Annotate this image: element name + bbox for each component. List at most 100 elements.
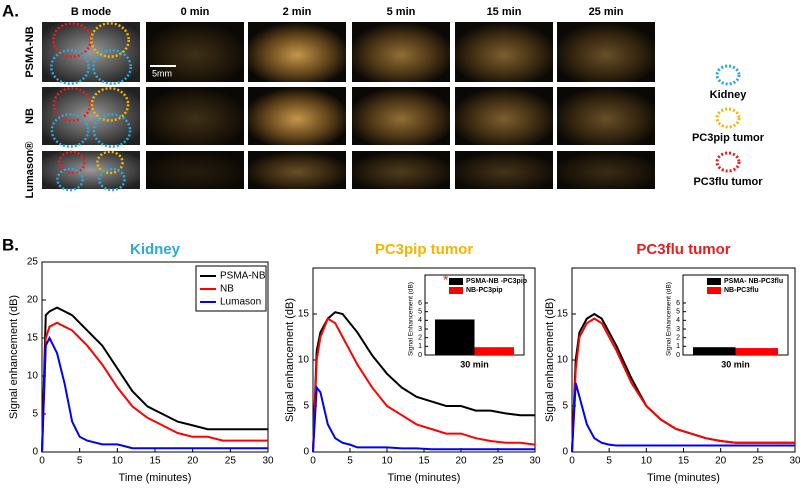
inset-legend-swatch — [707, 287, 721, 294]
column-header: 15 min — [487, 6, 522, 18]
inset-legend-swatch — [449, 287, 463, 294]
roi-circle — [98, 167, 126, 192]
inset-y-tick-label: 6 — [418, 300, 422, 307]
inset-y-tick-label: 0 — [418, 352, 422, 359]
significance-mark: * — [443, 272, 449, 288]
y-tick-label: 15 — [298, 309, 310, 320]
legend-circle — [715, 107, 741, 129]
contrast-signal — [352, 87, 450, 145]
y-tick-label: 0 — [32, 447, 38, 458]
x-axis-label: Time (minutes) — [647, 472, 720, 484]
inset-y-tick-label: 3 — [676, 326, 680, 333]
inset-y-tick-label: 5 — [418, 309, 422, 316]
inset-y-label: Signal Enhancement (dB) — [408, 282, 415, 356]
contrast-signal — [455, 22, 553, 82]
x-tick-label: 0 — [39, 456, 45, 467]
y-tick-label: 20 — [27, 295, 39, 306]
inset-legend-swatch — [707, 278, 721, 285]
y-tick-label: 10 — [27, 371, 39, 382]
line-series — [312, 317, 536, 453]
contrast-signal — [248, 22, 346, 82]
roi-circle — [92, 113, 132, 148]
contrast-signal — [146, 87, 244, 145]
roi-circle — [90, 22, 130, 58]
y-axis-label: Signal enhancement (dB) — [8, 295, 20, 419]
column-header: 0 min — [181, 6, 210, 18]
chart-title: PC3pip tumor — [375, 241, 473, 258]
scale-label: 5mm — [152, 68, 172, 78]
roi-circle — [56, 167, 84, 192]
inset-y-tick-label: 2 — [418, 335, 422, 342]
x-tick-label: 20 — [455, 456, 467, 467]
y-tick-label: 5 — [562, 401, 568, 412]
legend-label: NB — [220, 284, 234, 295]
roi-circle — [58, 150, 86, 175]
x-tick-label: 25 — [752, 456, 764, 467]
contrast-signal — [557, 22, 655, 82]
inset-legend-label: PSMA- NB-PC3flu — [724, 278, 783, 285]
x-tick-label: 0 — [310, 456, 316, 467]
legend-label: Kidney — [710, 89, 748, 101]
y-tick-label: 10 — [557, 355, 569, 366]
legend-label: Lumason — [220, 297, 261, 308]
column-header: 2 min — [283, 6, 312, 18]
inset-y-tick-label: 5 — [676, 309, 680, 316]
contrast-signal — [557, 151, 655, 189]
row-label: NB — [24, 108, 36, 124]
line-series — [41, 335, 268, 453]
inset-frame — [682, 274, 789, 356]
y-tick-label: 5 — [303, 401, 309, 412]
y-tick-label: 5 — [32, 409, 38, 420]
column-header: 5 min — [387, 6, 416, 18]
row-label: PSMA-NB — [24, 26, 36, 77]
inset-bar — [474, 347, 514, 355]
inset-y-tick-label: 2 — [676, 335, 680, 342]
inset-legend-swatch — [449, 278, 463, 285]
column-header: B mode — [71, 6, 111, 18]
inset-y-tick-label: 3 — [418, 326, 422, 333]
y-tick-label: 25 — [27, 257, 39, 268]
y-axis-label: Signal enhancement (dB) — [544, 298, 556, 422]
inset-y-tick-label: 0 — [676, 352, 680, 359]
contrast-signal — [352, 22, 450, 82]
contrast-signal — [557, 87, 655, 145]
y-tick-label: 15 — [27, 333, 39, 344]
line-series — [312, 384, 535, 453]
inset-x-label: 30 min — [460, 359, 489, 369]
y-tick-label: 0 — [303, 447, 309, 458]
inset-x-label: 30 min — [721, 359, 750, 369]
x-tick-label: 10 — [112, 456, 124, 467]
x-tick-label: 30 — [529, 456, 541, 467]
legend-label: PC3flu tumor — [693, 176, 763, 188]
x-tick-label: 10 — [381, 456, 393, 467]
contrast-signal — [248, 87, 346, 145]
contrast-signal — [455, 87, 553, 145]
chart-title: Kidney — [130, 241, 181, 258]
inset-bar — [693, 347, 736, 355]
inset-legend-label: NB-PC3pip — [466, 287, 503, 294]
contrast-signal — [146, 22, 244, 82]
y-tick-label: 15 — [557, 309, 569, 320]
inset-y-tick-label: 4 — [418, 317, 422, 324]
x-tick-label: 25 — [492, 456, 504, 467]
x-tick-label: 30 — [789, 456, 800, 467]
x-tick-label: 15 — [418, 456, 430, 467]
inset-y-tick-label: 4 — [676, 317, 680, 324]
inset-y-label: Signal Enhancement (dB) — [666, 282, 673, 356]
x-tick-label: 5 — [347, 456, 353, 467]
roi-circle — [96, 150, 124, 175]
inset-y-tick-label: 6 — [676, 300, 680, 307]
line-series — [41, 321, 268, 453]
panel-label: A. — [2, 1, 19, 20]
inset-y-tick-label: 1 — [676, 343, 680, 350]
legend-circle — [715, 151, 741, 173]
legend-label: PSMA-NB — [220, 271, 266, 282]
panel-label: B. — [2, 235, 19, 254]
roi-circle — [50, 49, 90, 85]
x-tick-label: 20 — [187, 456, 199, 467]
chart-title: PC3flu tumor — [636, 241, 730, 258]
x-tick-label: 15 — [149, 456, 161, 467]
line-series — [571, 382, 795, 453]
inset-y-tick-label: 1 — [418, 343, 422, 350]
